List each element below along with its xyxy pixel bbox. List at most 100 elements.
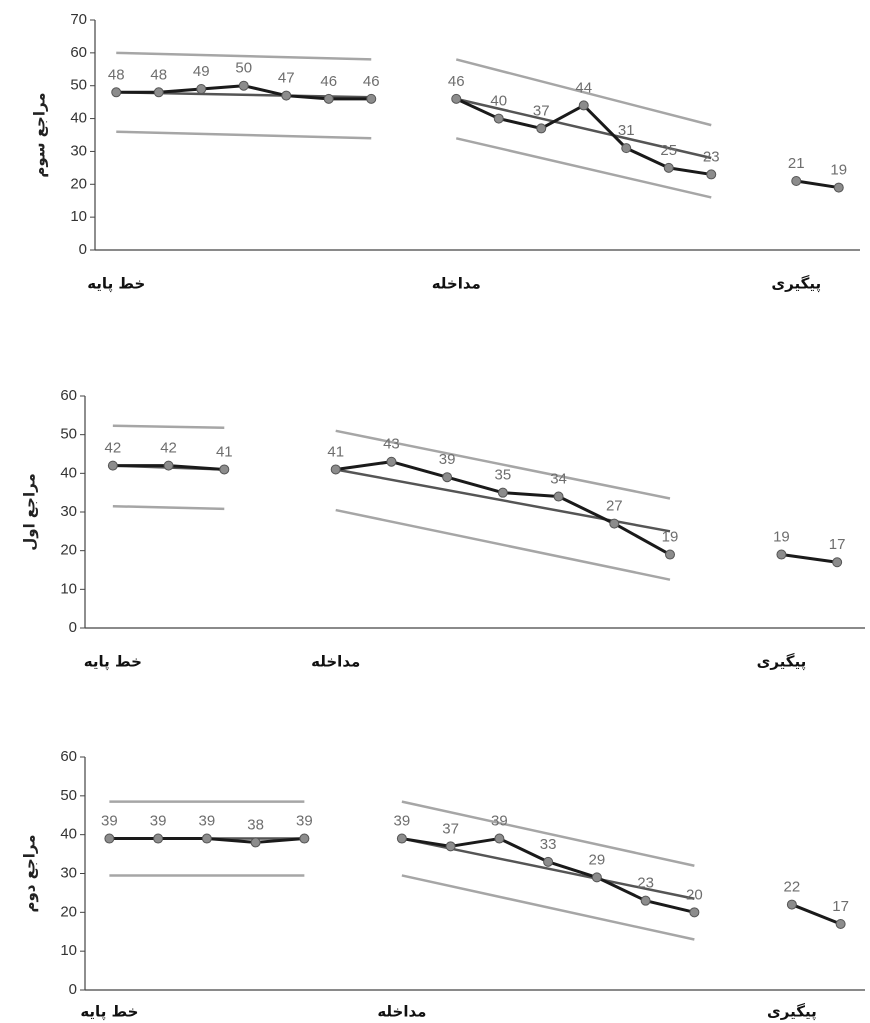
data-point (591, 872, 602, 883)
data-line (796, 179, 839, 190)
data-point (107, 460, 118, 471)
data-point (494, 833, 505, 844)
y-tick-label: 40 (70, 110, 87, 127)
data-line (791, 903, 842, 926)
data-point (396, 833, 407, 844)
data-label: 48 (108, 66, 125, 83)
data-line (781, 553, 838, 564)
data-point (366, 93, 377, 104)
y-axis-label: مراجع سوم (31, 92, 49, 177)
y-tick-label: 40 (60, 826, 77, 843)
data-label: 38 (247, 816, 264, 833)
data-point (238, 80, 249, 91)
data-label: 49 (193, 63, 210, 80)
y-axis-label: مراجع اول (21, 473, 39, 551)
phase-label: خط پایه (80, 1003, 138, 1022)
data-label: 50 (235, 60, 252, 77)
band-line (455, 137, 712, 199)
y-tick-label: 50 (60, 787, 77, 804)
data-label: 19 (830, 162, 847, 179)
data-label: 27 (606, 498, 623, 515)
data-label: 33 (540, 836, 557, 853)
data-label: 39 (394, 813, 411, 830)
data-point (640, 895, 651, 906)
data-point (786, 899, 797, 910)
data-point (111, 87, 122, 98)
data-point (791, 176, 802, 186)
y-tick-label: 0 (69, 619, 77, 636)
data-label: 41 (327, 443, 344, 460)
y-tick-label: 10 (60, 580, 77, 597)
y-axis-label: مراجع دوم (21, 834, 39, 912)
y-tick-label: 0 (69, 981, 77, 998)
data-label: 42 (160, 440, 177, 457)
y-tick-label: 20 (60, 903, 77, 920)
y-tick-label: 50 (70, 77, 87, 94)
data-label: 42 (105, 440, 122, 457)
data-point (493, 113, 504, 124)
data-point (299, 833, 310, 844)
phase-label: مداخله (432, 275, 481, 293)
data-label: 37 (442, 820, 459, 837)
data-point (621, 143, 632, 154)
band-line (335, 508, 671, 581)
data-label: 20 (686, 886, 703, 903)
y-tick-label: 20 (60, 542, 77, 559)
y-tick-label: 10 (60, 942, 77, 959)
data-label: 41 (216, 443, 233, 460)
data-point (153, 87, 164, 98)
phase-label: پیگیری (771, 275, 821, 294)
data-label: 40 (490, 93, 507, 110)
data-label: 39 (491, 813, 508, 830)
data-point (689, 907, 700, 918)
data-label: 25 (660, 142, 677, 159)
y-tick-label: 50 (60, 426, 77, 443)
data-point (219, 464, 230, 475)
data-point (250, 837, 261, 848)
band-line (116, 51, 372, 61)
y-tick-label: 30 (60, 503, 77, 520)
data-point (553, 491, 564, 502)
data-point (163, 460, 174, 471)
phase-label: خط پایه (84, 653, 142, 672)
data-label: 23 (637, 875, 654, 892)
data-label: 47 (278, 70, 295, 87)
data-label: 39 (101, 813, 118, 830)
data-label: 19 (773, 529, 790, 546)
data-point (665, 549, 675, 560)
band-line (112, 424, 225, 429)
data-point (104, 833, 115, 844)
data-label: 31 (618, 122, 635, 139)
y-tick-label: 70 (70, 11, 87, 28)
phase-label: پیگیری (757, 653, 807, 672)
data-label: 44 (575, 79, 592, 96)
data-label: 34 (550, 471, 567, 488)
data-point (776, 549, 787, 560)
phase-label: مداخله (311, 653, 360, 671)
data-point (578, 100, 589, 111)
data-label: 39 (199, 813, 216, 830)
data-point (835, 918, 846, 929)
data-point (609, 518, 620, 529)
data-point (706, 169, 717, 180)
data-label: 21 (788, 155, 805, 172)
y-tick-label: 60 (70, 44, 87, 61)
data-label: 46 (448, 73, 465, 90)
data-point (386, 456, 397, 467)
band-line (335, 429, 671, 500)
y-tick-label: 10 (70, 208, 87, 225)
phase-label: مداخله (377, 1003, 426, 1021)
data-point (497, 487, 508, 498)
data-point (323, 93, 334, 104)
data-label: 48 (150, 66, 167, 83)
data-label: 22 (784, 879, 801, 896)
data-label: 23 (703, 148, 720, 165)
data-point (543, 856, 554, 867)
trend-line (455, 97, 712, 160)
data-label: 46 (320, 73, 337, 90)
data-point (442, 472, 453, 483)
data-label: 39 (150, 813, 167, 830)
data-label: 39 (296, 813, 313, 830)
y-tick-label: 40 (60, 464, 77, 481)
